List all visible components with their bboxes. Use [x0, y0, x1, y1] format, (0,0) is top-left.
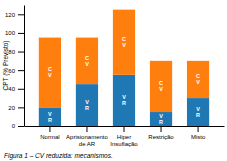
x-tick-mark — [86, 126, 87, 132]
bar-segment — [76, 38, 98, 85]
bar-segment — [76, 84, 98, 126]
bar-segment — [187, 61, 209, 98]
x-tick-label-line: Insuflação — [110, 141, 138, 147]
x-tick-label: Aprisionamentode AR — [66, 134, 108, 147]
segment-label-line: R — [48, 117, 52, 123]
x-tick-label-line: Aprisionamento — [66, 134, 108, 140]
x-tick: Aprisionamentode AR — [66, 126, 108, 147]
segment-label: CV — [48, 66, 52, 78]
segment-label-line: V — [196, 79, 200, 85]
segment-label: VR — [122, 94, 126, 106]
plot: 0 20 40 60 80 100 120 Normal Aprisionamentode AR… — [5, 6, 225, 147]
segment-label-line: R — [85, 105, 89, 111]
y-tick-mark — [18, 89, 24, 90]
y-tick: 60 — [8, 68, 24, 74]
x-tick-label: HiperInsuflação — [110, 134, 138, 147]
segment-label: VR — [196, 106, 200, 118]
bar-segment — [150, 112, 172, 126]
x-tick-mark — [124, 126, 125, 132]
y-tick-label: 20 — [8, 105, 15, 111]
segment-label: CV — [159, 80, 163, 92]
x-tick-label: Normal — [40, 134, 59, 140]
y-tick-mark — [18, 107, 24, 108]
x-tick: Normal — [40, 126, 59, 140]
x-axis: NormalAprisionamentode ARHiperInsuflação… — [25, 126, 225, 147]
bar-segment — [39, 38, 61, 108]
x-tick-label-line: de AR — [79, 141, 96, 147]
x-tick-label-line: Restrição — [148, 134, 174, 140]
y-tick-label: 0 — [12, 123, 16, 129]
y-tick-label: 40 — [8, 86, 15, 92]
segment-label-line: V — [159, 86, 163, 92]
y-tick-mark — [18, 33, 24, 34]
caption: Figura 1 – CV reduzida: mecanismos. — [4, 152, 113, 160]
segment-label-line: R — [196, 112, 200, 118]
segment-label: VR — [159, 113, 163, 125]
y-tick: 20 — [8, 105, 24, 111]
bar-segment — [39, 107, 61, 126]
segment-label-line: V — [48, 72, 52, 78]
segment-label: CV — [85, 55, 89, 67]
y-tick-mark — [18, 70, 24, 71]
y-tick-mark — [18, 14, 24, 15]
x-tick-label: Misto — [191, 134, 206, 140]
segment-label-line: R — [159, 119, 163, 125]
x-tick-mark — [161, 126, 162, 132]
segment-label: CV — [196, 73, 200, 85]
segment-labels: VRVRVRVRVRCVCVCVCVCV — [48, 36, 200, 125]
x-tick-label-line: Hiper — [117, 134, 131, 140]
x-tick-label: Restrição — [148, 134, 174, 140]
bar-segment — [187, 98, 209, 126]
x-tick-mark — [49, 126, 50, 132]
y-tick: 120 — [5, 12, 24, 18]
x-tick: HiperInsuflação — [110, 126, 138, 147]
segment-label-line: V — [122, 42, 126, 48]
x-tick-mark — [198, 126, 199, 132]
y-tick-label: 80 — [8, 49, 15, 55]
x-tick: Restrição — [148, 126, 174, 140]
y-tick-label: 120 — [5, 12, 16, 18]
bar-segment — [113, 10, 135, 75]
y-axis-line — [24, 6, 25, 127]
bar-segment — [113, 75, 135, 126]
bars — [39, 10, 209, 126]
segment-label: CV — [122, 36, 126, 48]
x-tick-label-line: Normal — [40, 134, 59, 140]
segment-label: VR — [48, 111, 52, 123]
y-tick-mark — [18, 52, 24, 53]
bar-segment — [150, 61, 172, 112]
y-tick-mark — [18, 126, 24, 127]
x-tick: Misto — [191, 126, 206, 140]
x-tick-label-line: Misto — [191, 134, 206, 140]
segment-label: VR — [85, 99, 89, 111]
y-tick-label: 60 — [8, 68, 15, 74]
y-tick: 0 — [12, 123, 24, 129]
y-tick: 80 — [8, 49, 24, 55]
y-tick-label: 100 — [5, 30, 16, 36]
y-tick: 40 — [8, 86, 24, 92]
y-tick: 100 — [5, 30, 24, 36]
chart: 0 20 40 60 80 100 120 Normal Aprisionamentode AR… — [0, 0, 227, 161]
segment-label-line: V — [85, 61, 89, 67]
y-axis-title: CPT (% Previsto) — [2, 40, 10, 90]
segment-label-line: R — [122, 100, 126, 106]
